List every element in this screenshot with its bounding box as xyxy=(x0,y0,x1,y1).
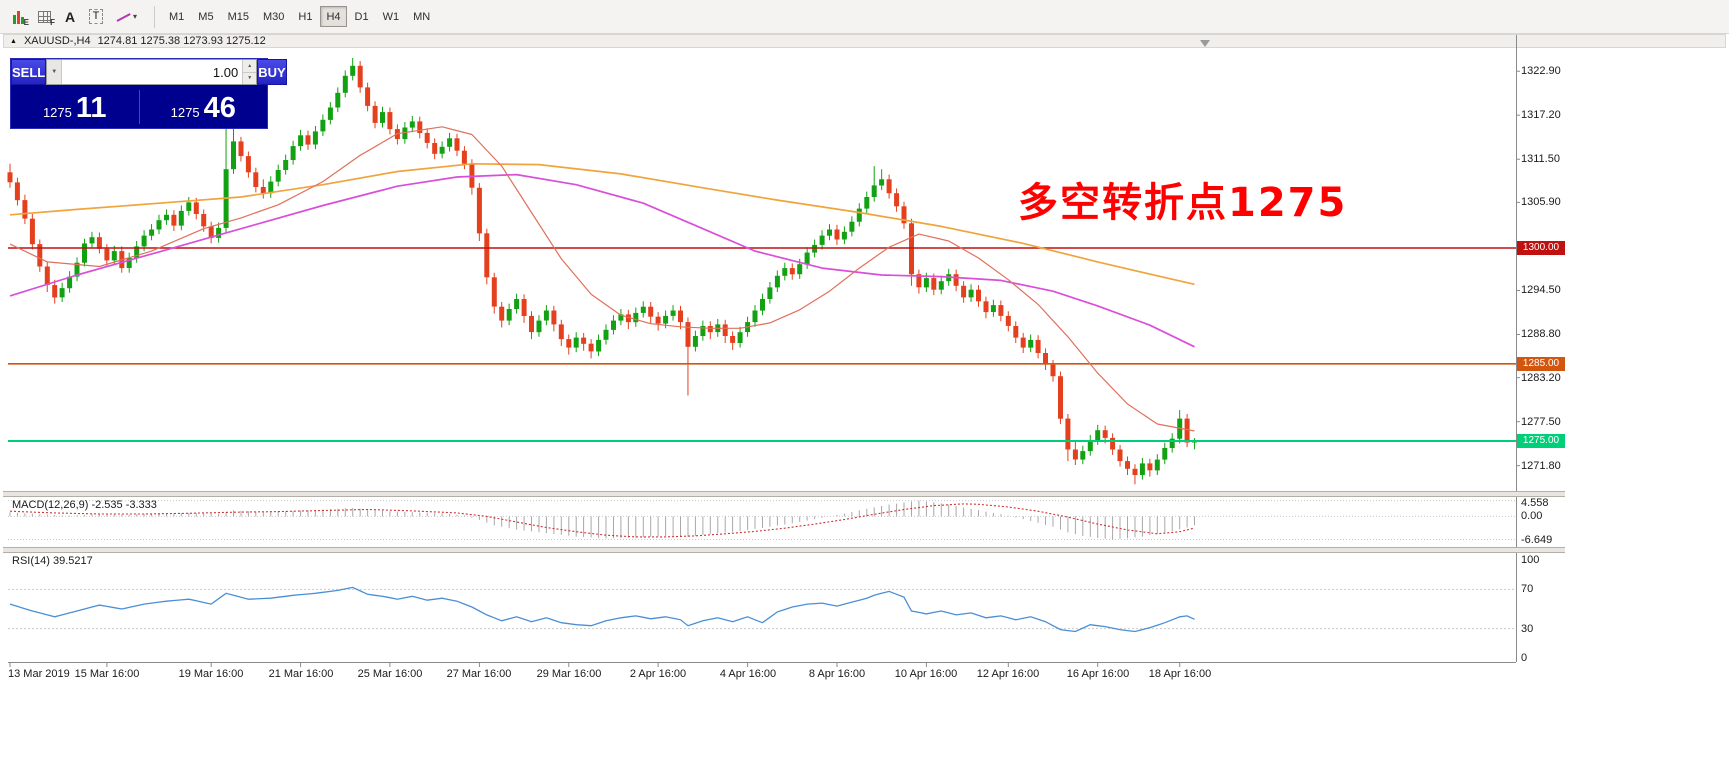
chart-title-bar: ▲ XAUUSD-,H4 1274.81 1275.38 1273.93 127… xyxy=(3,34,1726,48)
sell-button[interactable]: SELL xyxy=(11,59,47,85)
ma-fast-line xyxy=(9,126,1195,432)
volume-input[interactable] xyxy=(62,60,243,84)
ohlc-values: 1274.81 1275.38 1273.93 1275.12 xyxy=(97,35,266,47)
volume-increase-button[interactable]: ▲ xyxy=(243,60,257,73)
toolbar-separator xyxy=(154,5,155,28)
letter-a-icon: A xyxy=(64,8,76,25)
volume-dropdown-icon[interactable]: ▼ xyxy=(47,60,63,84)
macd-panel-separator[interactable] xyxy=(3,491,1565,497)
timeframe-m5[interactable]: M5 xyxy=(198,10,214,23)
timeframe-mn[interactable]: MN xyxy=(413,10,431,23)
timeframe-d1[interactable]: D1 xyxy=(354,10,369,23)
buy-price-main: 1275 xyxy=(170,105,200,120)
macd-indicator-label: MACD(12,26,9) -2.535 -3.333 xyxy=(12,499,157,511)
rsi-panel-separator[interactable] xyxy=(3,547,1565,553)
annotation-text[interactable]: 多空转折点1275 xyxy=(1018,180,1348,226)
grid-f-button[interactable]: F xyxy=(32,5,56,29)
buy-price-pips: 46 xyxy=(203,92,236,124)
ma-slow-line xyxy=(9,162,1195,286)
rsi-indicator-label: RSI(14) 39.5217 xyxy=(12,555,93,567)
volume-control: ▼ ▲ ▼ xyxy=(46,59,258,85)
text-label-button[interactable]: A xyxy=(58,5,82,29)
boxed-t-icon: T xyxy=(88,9,104,24)
timeframe-m15[interactable]: M15 xyxy=(227,10,249,23)
buy-button[interactable]: BUY xyxy=(257,59,287,85)
letter-f-label: F xyxy=(50,17,55,27)
buy-price[interactable]: 1275 46 xyxy=(140,85,268,128)
draw-tools-button[interactable]: ▾ xyxy=(110,5,144,29)
candles-e-icon xyxy=(12,10,24,24)
timeframe-group: M1 M5 M15 M30 H1 H4 D1 W1 MN xyxy=(163,6,436,27)
toolbar: E F A T ▾ M1 M5 M15 M30 H1 H4 D1 W1 MN xyxy=(0,0,1729,34)
price-divider xyxy=(138,89,140,124)
one-click-trading-panel: SELL ▼ ▲ ▼ BUY 1275 11 1275 46 xyxy=(10,58,287,129)
timeframe-h1[interactable]: H1 xyxy=(298,10,313,23)
chart-shift-marker xyxy=(1200,40,1210,47)
caret-down-icon: ▾ xyxy=(132,12,137,21)
volume-spinner: ▲ ▼ xyxy=(242,60,257,84)
text-box-button[interactable]: T xyxy=(84,5,108,29)
sell-price-main: 1275 xyxy=(42,105,72,120)
sell-price-pips: 11 xyxy=(75,92,107,124)
chart-window xyxy=(0,34,1729,763)
timeframe-m1[interactable]: M1 xyxy=(169,10,185,23)
grid-icon xyxy=(37,10,51,23)
sell-price[interactable]: 1275 11 xyxy=(11,85,139,128)
timeframe-w1[interactable]: W1 xyxy=(382,10,400,23)
letter-e-label: E xyxy=(23,17,29,27)
macd-signal-line xyxy=(9,503,1195,538)
chart-e-button[interactable]: E xyxy=(6,5,30,29)
timeframe-m30[interactable]: M30 xyxy=(262,10,285,23)
timeframe-h4[interactable]: H4 xyxy=(320,6,347,27)
ma-mid-line xyxy=(9,173,1195,348)
symbol-title: XAUUSD-,H4 xyxy=(23,35,91,47)
rsi-line xyxy=(9,586,1195,633)
volume-decrease-button[interactable]: ▼ xyxy=(243,72,257,84)
symbol-marker-icon: ▲ xyxy=(10,37,17,45)
